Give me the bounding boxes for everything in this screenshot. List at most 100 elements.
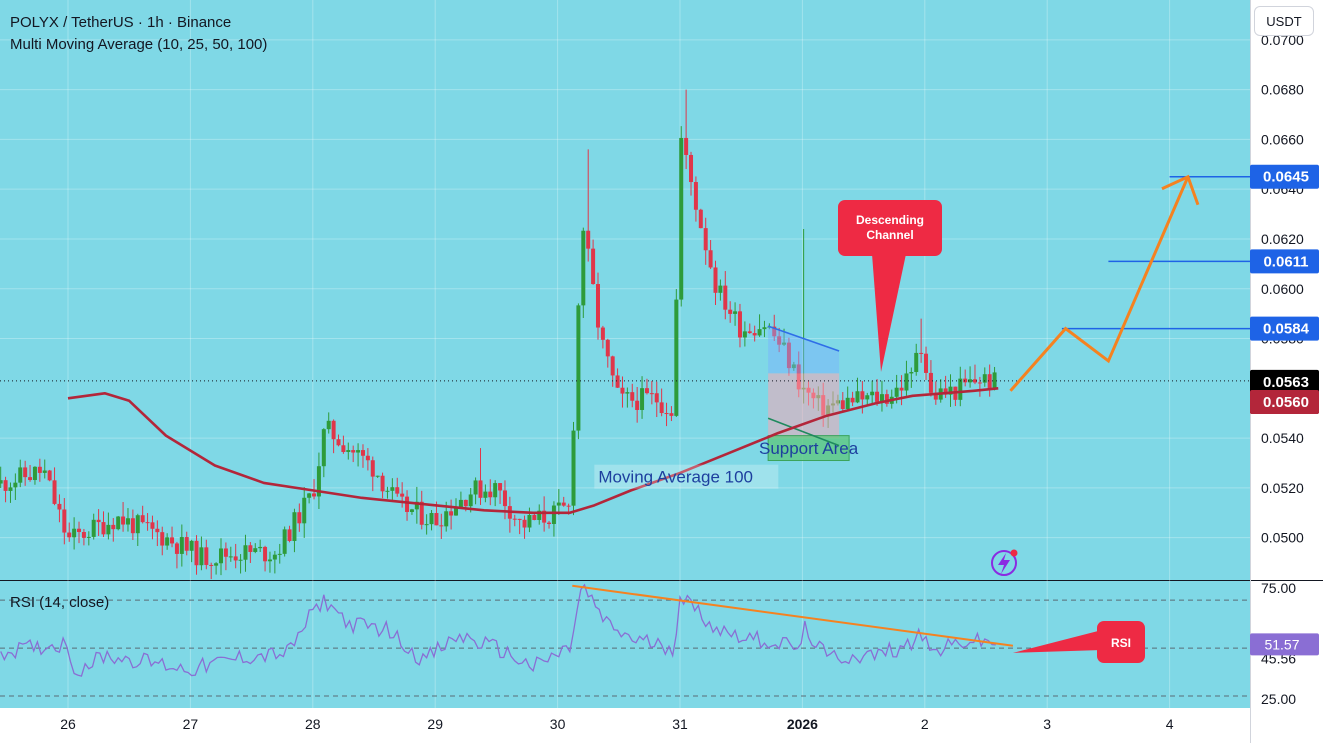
candle-body xyxy=(267,559,272,562)
currency-button[interactable]: USDT xyxy=(1254,6,1314,36)
candle-body xyxy=(728,309,733,314)
candle-body xyxy=(351,450,356,453)
candle-body xyxy=(214,563,219,566)
callout-box xyxy=(838,200,942,256)
candle-body xyxy=(483,491,488,498)
lightning-icon xyxy=(991,549,1018,576)
candle-body xyxy=(370,460,375,477)
main-pane xyxy=(0,0,1250,580)
candle-body xyxy=(321,429,326,467)
badge-text: 0.0560 xyxy=(1263,394,1309,411)
candle-body xyxy=(336,439,341,446)
candle-body xyxy=(698,209,703,229)
candle-body xyxy=(405,496,410,512)
rsi-callout-box xyxy=(1097,621,1145,663)
candle-body xyxy=(233,556,238,561)
candle-body xyxy=(713,267,718,293)
candle-body xyxy=(762,327,767,330)
candle-body xyxy=(566,505,571,507)
candle-body xyxy=(875,391,880,402)
candle-body xyxy=(522,519,527,528)
badge-text: 0.0645 xyxy=(1263,169,1309,186)
candle-body xyxy=(737,311,742,338)
candle-body xyxy=(121,516,126,525)
candle-body xyxy=(689,154,694,183)
candle-body xyxy=(179,537,184,554)
candle-body xyxy=(140,515,145,523)
candle-body xyxy=(850,397,855,403)
rsi-tick-label: 25.00 xyxy=(1261,691,1296,707)
candle-body xyxy=(150,522,155,529)
candles xyxy=(0,89,997,580)
badge-text: 0.0584 xyxy=(1263,321,1310,338)
ma-label-text: Moving Average 100 xyxy=(598,468,753,487)
candle-body xyxy=(620,387,625,394)
candle-body xyxy=(434,513,439,526)
candle-body xyxy=(591,248,596,285)
rsi-line xyxy=(0,583,996,677)
candle-body xyxy=(904,373,909,391)
channel-upper-zone xyxy=(768,326,840,374)
indicator-legend[interactable]: Multi Moving Average (10, 25, 50, 100) xyxy=(10,36,268,53)
candle-body xyxy=(517,518,522,520)
candle-body xyxy=(0,480,3,484)
rsi-legend[interactable]: RSI (14, close) xyxy=(10,594,110,611)
candle-body xyxy=(380,475,385,492)
candle-body xyxy=(463,499,468,507)
candle-body xyxy=(723,285,728,310)
candle-body xyxy=(199,547,204,566)
candle-body xyxy=(302,497,307,524)
candle-body xyxy=(586,230,591,249)
candle-body xyxy=(684,137,689,155)
price-tick-label: 0.0620 xyxy=(1261,231,1304,247)
candle-body xyxy=(987,374,992,389)
candle-body xyxy=(86,536,91,538)
candle-body xyxy=(204,547,209,565)
candle-body xyxy=(409,509,414,512)
candle-body xyxy=(424,524,429,526)
candle-body xyxy=(948,386,953,395)
candle-body xyxy=(13,482,18,488)
candle-body xyxy=(116,516,121,530)
candle-body xyxy=(307,493,312,498)
candle-body xyxy=(272,554,277,560)
rsi-callout-pointer xyxy=(1012,630,1102,653)
candle-body xyxy=(292,512,297,541)
candle-body xyxy=(884,394,889,404)
target-2-badge: 0.0611 xyxy=(1250,249,1319,274)
candle-body xyxy=(625,392,630,394)
candle-body xyxy=(600,327,605,340)
candle-body xyxy=(77,528,82,533)
symbol-title[interactable]: POLYX / TetherUS · 1h · Binance xyxy=(10,14,232,31)
candle-body xyxy=(610,356,615,376)
time-axis: 26 27 28 29 30 31 2026 2 3 4 xyxy=(60,716,1173,732)
candle-body xyxy=(400,493,405,497)
candle-body xyxy=(615,375,620,388)
rsi-current-text: 51.57 xyxy=(1264,636,1299,652)
rsi-callout-text: RSI xyxy=(1111,636,1131,650)
candle-body xyxy=(37,466,42,473)
candle-body xyxy=(106,524,111,535)
candle-body xyxy=(551,505,556,525)
candle-body xyxy=(341,445,346,453)
candle-body xyxy=(556,502,561,506)
current-price-text: 0.0563 xyxy=(1263,374,1309,391)
candle-body xyxy=(189,540,194,551)
candle-body xyxy=(933,392,938,400)
candle-body xyxy=(547,522,552,525)
candle-body xyxy=(498,483,503,491)
candle-body xyxy=(782,342,787,345)
lightning-bolt xyxy=(998,553,1010,574)
candle-body xyxy=(253,548,258,552)
candle-body xyxy=(62,509,67,533)
grid xyxy=(0,39,1250,539)
price-tick-label: 0.0540 xyxy=(1261,430,1304,446)
candle-body xyxy=(742,331,747,338)
candle-body xyxy=(91,519,96,537)
candle-body xyxy=(312,493,317,497)
price-tick-label: 0.0660 xyxy=(1261,131,1304,147)
candle-body xyxy=(42,470,47,473)
